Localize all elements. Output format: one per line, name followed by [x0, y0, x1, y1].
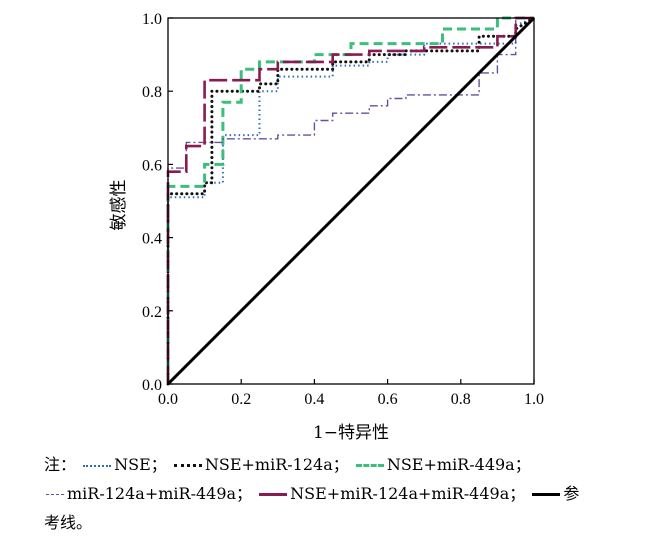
- legend-swatch-reference: [532, 493, 561, 496]
- y-tick-label: 1.0: [142, 11, 162, 28]
- plot-frame: [167, 17, 535, 385]
- series-layer: [166, 16, 536, 386]
- axis-ticks: 0.0 0.2 0.4 0.6 0.8 1.0 0.0 0.2 0.4 0.6 0.8 1.0: [142, 11, 544, 408]
- legend-swatch-nse: [83, 464, 112, 467]
- legend-label-nse-mir124a-mir449a: NSE+miR-124a+miR-449a: [290, 484, 510, 503]
- legend-sep: ；: [514, 455, 531, 474]
- series-line-nse-mir-124a: [166, 16, 536, 386]
- legend-sep: ；: [150, 455, 167, 474]
- legend-sep: ；: [509, 484, 526, 503]
- x-tick-label: 0.2: [231, 391, 251, 408]
- legend-label-reference-part2: 考线。: [44, 513, 93, 532]
- x-tick-label: 1.0: [524, 391, 544, 408]
- legend-row-3: 考线。: [44, 508, 644, 537]
- legend-label-nse-mir124a: NSE+miR-124a: [204, 455, 333, 474]
- series-line-nse-mir-124a-mir-449a: [166, 16, 534, 384]
- legend-swatch-nse-mir449a: [355, 464, 384, 467]
- legend-label-mir124a-mir449a: miR-124a+miR-449a: [67, 484, 237, 503]
- x-tick-label: 0.8: [451, 391, 471, 408]
- series-line-参考线: [166, 16, 536, 386]
- y-axis-title: 敏感性: [109, 180, 129, 231]
- roc-chart: 0.0 0.2 0.4 0.6 0.8 1.0 0.0 0.2 0.4 0.6 0.8 1.0 1−特…: [109, 11, 544, 443]
- legend-swatch-nse-mir124a-mir449a: [259, 493, 288, 496]
- legend-sep: ；: [236, 484, 253, 503]
- y-tick-label: 0.0: [142, 377, 162, 394]
- series-line-mir-124a-mir-449a: [167, 17, 534, 384]
- x-axis-title: 1−特异性: [313, 423, 389, 443]
- y-tick-label: 0.8: [142, 84, 162, 101]
- y-tick-label: 0.6: [142, 157, 162, 174]
- legend-label-reference-part1: 参: [563, 484, 580, 503]
- x-tick-label: 0.0: [158, 391, 178, 408]
- x-tick-label: 0.6: [378, 391, 398, 408]
- x-tick-label: 0.4: [304, 391, 324, 408]
- legend-label-nse: NSE: [114, 455, 151, 474]
- legend-row-1: 注： NSE； NSE+miR-124a； NSE+miR-449a；: [44, 450, 644, 479]
- y-tick-label: 0.4: [142, 231, 162, 248]
- note-prefix: 注：: [44, 455, 77, 474]
- legend-swatch-mir124a-mir449a: [46, 494, 64, 495]
- legend-swatch-nse-mir124a: [173, 464, 202, 467]
- legend-note: 注： NSE； NSE+miR-124a； NSE+miR-449a； miR-…: [44, 450, 644, 537]
- y-tick-label: 0.2: [142, 304, 162, 321]
- legend-sep: ；: [332, 455, 349, 474]
- legend-label-nse-mir449a: NSE+miR-449a: [386, 455, 515, 474]
- legend-row-2: miR-124a+miR-449a； NSE+miR-124a+miR-449a…: [44, 479, 644, 508]
- series-line-nse-mir-449a: [166, 16, 534, 384]
